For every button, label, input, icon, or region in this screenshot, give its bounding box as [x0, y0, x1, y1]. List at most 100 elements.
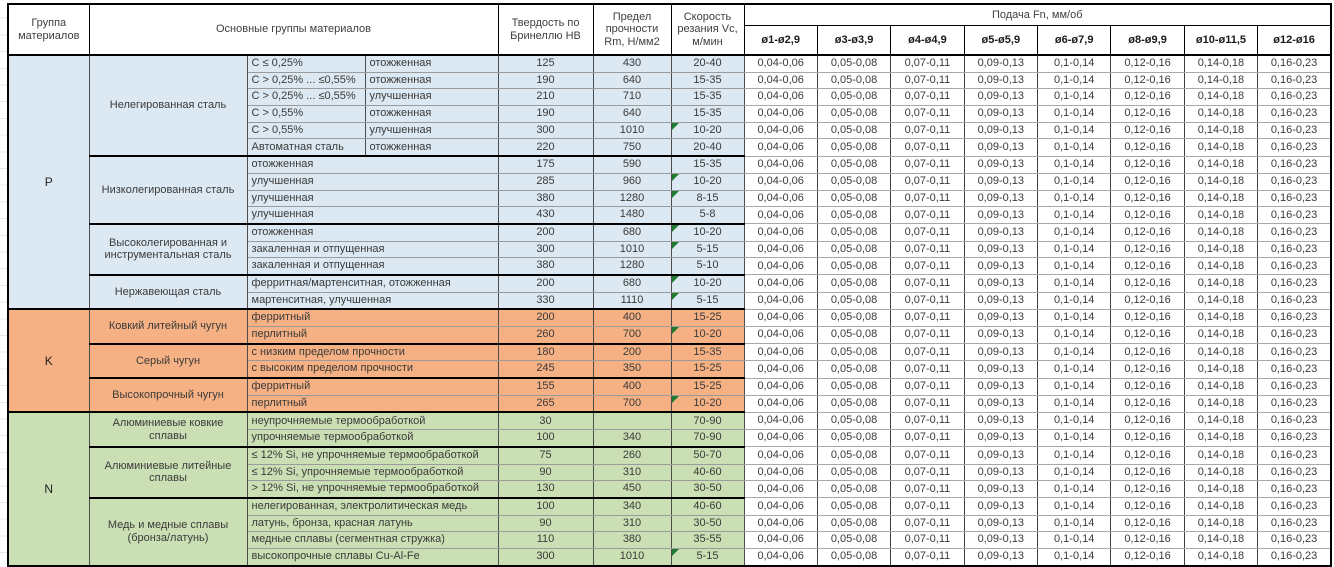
cutting-speed-cell: 15-35	[670, 105, 745, 123]
feed-cell: 0,09-0,13	[963, 121, 1039, 140]
table-row: с высоким пределом прочности 245 350 15-25 0…	[8, 360, 1332, 379]
feed-cell: 0,07-0,11	[890, 223, 965, 242]
feed-cell: 0,07-0,11	[890, 547, 965, 567]
strength-rm-cell: 680	[592, 222, 672, 242]
header-diameter-0: ø1-ø2,9	[743, 25, 818, 56]
feed-cell: 0,14-0,18	[1183, 343, 1259, 362]
feed-cell: 0,09-0,13	[963, 480, 1039, 499]
hardness-hb-cell: 220	[497, 138, 594, 157]
material-subgroup-cell: улучшенная	[246, 206, 499, 225]
feed-cell: 0,04-0,06	[743, 121, 818, 140]
feed-cell: 0,16-0,23	[1257, 274, 1332, 293]
feed-cell: 0,1-0,14	[1036, 257, 1112, 276]
feed-cell: 0,05-0,08	[816, 155, 892, 174]
feed-cell: 0,1-0,14	[1036, 325, 1112, 345]
cutting-speed-cell: 10-20	[670, 222, 745, 242]
feed-cell: 0,14-0,18	[1183, 71, 1259, 90]
feed-cell: 0,1-0,14	[1036, 531, 1112, 549]
cutting-speed-cell: 10-20	[670, 172, 745, 191]
table-row: латунь, бронза, красная латунь 90 310 30-50…	[8, 514, 1332, 533]
feed-cell: 0,12-0,16	[1110, 257, 1185, 276]
feed-cell: 0,09-0,13	[963, 71, 1039, 90]
feed-cell: 0,04-0,06	[743, 240, 818, 259]
cutting-speed-cell: 5-15	[670, 291, 745, 310]
feed-cell: 0,09-0,13	[963, 360, 1039, 379]
material-family-cell: Серый чугун	[88, 342, 248, 379]
feed-cell: 0,12-0,16	[1110, 121, 1185, 140]
hardness-hb-cell: 265	[497, 394, 594, 413]
feed-cell: 0,16-0,23	[1257, 325, 1332, 345]
cutting-speed-cell: 15-35	[670, 155, 745, 174]
material-subgroup-cell: упрочняемые термообработкой	[246, 429, 499, 448]
hardness-hb-cell: 75	[497, 445, 594, 465]
feed-cell: 0,05-0,08	[816, 497, 892, 516]
feed-cell: 0,07-0,11	[890, 105, 965, 123]
table-row: С > 0,25% ... ≤0,55% улучшенная 210 710 15-3…	[8, 88, 1332, 107]
strength-rm-cell: 1280	[592, 189, 672, 208]
feed-cell: 0,09-0,13	[963, 547, 1039, 567]
feed-cell: 0,09-0,13	[963, 377, 1039, 396]
feed-cell: 0,1-0,14	[1036, 240, 1112, 259]
table-row: Серый чугун с низким пределом прочности 18…	[8, 342, 1332, 379]
feed-cell: 0,04-0,06	[743, 343, 818, 362]
table-header: Группа материалов Основные группы матери…	[7, 3, 1332, 56]
strength-rm-cell	[592, 411, 672, 431]
feed-cell: 0,16-0,23	[1257, 360, 1332, 379]
feed-cell: 0,05-0,08	[816, 446, 892, 465]
feed-cell: 0,12-0,16	[1110, 411, 1185, 431]
feed-cell: 0,14-0,18	[1183, 360, 1259, 379]
cutting-speed-cell: 10-20	[670, 121, 745, 140]
material-group-cell: N	[7, 411, 90, 567]
feed-cell: 0,14-0,18	[1183, 189, 1259, 208]
feed-cell: 0,04-0,06	[743, 206, 818, 225]
cell-flag-icon	[672, 242, 679, 249]
table-row: медные сплавы (сегментная стружка) 110 380…	[8, 531, 1332, 549]
header-diameter-4: ø6-ø7,9	[1036, 25, 1112, 56]
feed-cell: 0,09-0,13	[963, 257, 1039, 276]
material-subgroup-cell: с низким пределом прочности	[246, 342, 499, 362]
material-subgroup-cell: медные сплавы (сегментная стружка)	[246, 531, 499, 549]
feed-cell: 0,05-0,08	[816, 463, 892, 482]
strength-rm-cell: 640	[592, 105, 672, 123]
feed-cell: 0,04-0,06	[743, 547, 818, 567]
feed-cell: 0,1-0,14	[1036, 377, 1112, 396]
feed-cell: 0,12-0,16	[1110, 54, 1185, 73]
feed-cell: 0,12-0,16	[1110, 240, 1185, 259]
feed-cell: 0,04-0,06	[743, 274, 818, 293]
feed-cell: 0,16-0,23	[1257, 172, 1332, 191]
feed-cell: 0,07-0,11	[890, 360, 965, 379]
feed-cell: 0,14-0,18	[1183, 547, 1259, 567]
feed-cell: 0,05-0,08	[816, 308, 892, 328]
feed-cell: 0,04-0,06	[743, 463, 818, 482]
header-diameter-1: ø3-ø3,9	[816, 25, 892, 56]
cell-flag-icon	[672, 190, 679, 198]
feed-cell: 0,16-0,23	[1257, 240, 1332, 259]
feed-cell: 0,14-0,18	[1183, 206, 1259, 225]
feed-cell: 0,1-0,14	[1036, 429, 1112, 448]
treatment-state-cell: улучшенная	[364, 121, 499, 140]
feed-cell: 0,05-0,08	[816, 54, 892, 73]
table-row: высокопрочные сплавы Cu-Al-Fe 300 1010 5-15…	[8, 547, 1332, 567]
feed-cell: 0,04-0,06	[743, 105, 818, 123]
material-subgroup-cell: улучшенная	[246, 189, 499, 208]
feed-cell: 0,07-0,11	[890, 121, 965, 140]
table-row: P Нелегированная сталь С ≤ 0,25% отожженная…	[7, 53, 1332, 310]
feed-cell: 0,07-0,11	[890, 446, 965, 465]
feed-cell: 0,09-0,13	[963, 54, 1039, 73]
feed-cell: 0,07-0,11	[890, 343, 965, 362]
feed-cell: 0,09-0,13	[963, 446, 1039, 465]
treatment-state-cell: отожженная	[364, 71, 499, 90]
material-family-cell: Нелегированная сталь	[88, 53, 248, 157]
feed-cell: 0,16-0,23	[1257, 121, 1332, 140]
table-row: Высокопрочный чугун ферритный 155 400 15-25 0…	[8, 377, 1332, 413]
table-row: Медь и медные сплавы (бронза/латунь) неле…	[8, 496, 1332, 567]
feed-cell: 0,14-0,18	[1183, 240, 1259, 259]
feed-cell: 0,05-0,08	[816, 257, 892, 276]
cutting-speed-cell: 15-35	[670, 342, 745, 362]
feed-cell: 0,05-0,08	[816, 206, 892, 225]
strength-rm-cell: 400	[592, 377, 672, 396]
feed-cell: 0,05-0,08	[816, 88, 892, 107]
material-subgroup-cell: закаленная и отпущенная	[246, 240, 499, 259]
feed-cell: 0,05-0,08	[816, 377, 892, 396]
